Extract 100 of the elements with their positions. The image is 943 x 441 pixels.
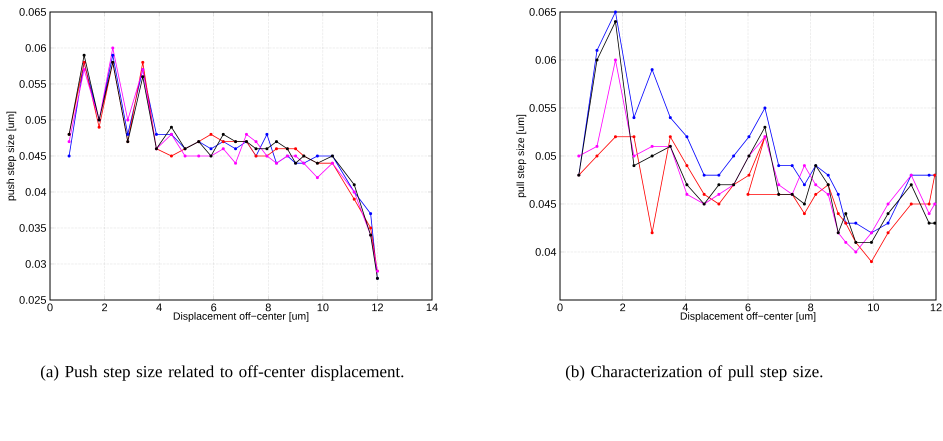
point bbox=[614, 135, 617, 138]
point bbox=[777, 183, 780, 186]
point bbox=[928, 174, 931, 177]
point bbox=[254, 147, 258, 150]
x-tick-label: 6 bbox=[746, 304, 751, 312]
point bbox=[685, 192, 688, 196]
x-tick-label: 4 bbox=[156, 304, 162, 312]
point bbox=[814, 192, 818, 196]
point bbox=[126, 132, 130, 136]
point bbox=[111, 46, 114, 50]
point bbox=[111, 54, 114, 57]
point bbox=[184, 154, 187, 158]
point bbox=[910, 183, 913, 186]
point bbox=[650, 231, 654, 234]
point bbox=[650, 68, 654, 72]
x-tick-label: 6 bbox=[211, 304, 216, 312]
point bbox=[316, 176, 319, 180]
x-tick-label: 12 bbox=[372, 304, 383, 312]
point bbox=[886, 202, 890, 206]
point bbox=[746, 192, 750, 196]
point bbox=[154, 132, 158, 136]
y-tick-label: 0.05 bbox=[26, 116, 46, 124]
point bbox=[886, 212, 890, 216]
point bbox=[747, 135, 750, 138]
point bbox=[685, 135, 688, 138]
point bbox=[844, 212, 848, 216]
point bbox=[614, 10, 617, 14]
point bbox=[632, 154, 636, 158]
point bbox=[254, 140, 258, 144]
y-tick-label: 0.055 bbox=[529, 104, 556, 112]
point bbox=[595, 154, 598, 158]
text: (a) Push step size related to off-center displacement. bbox=[40, 365, 404, 381]
point bbox=[802, 212, 806, 216]
point bbox=[650, 144, 654, 148]
point bbox=[886, 231, 890, 234]
x-tick-label: 0 bbox=[557, 304, 563, 312]
y-tick-label: 0.045 bbox=[19, 152, 46, 160]
point bbox=[222, 132, 225, 136]
y-tick-label: 0.06 bbox=[536, 56, 556, 64]
point bbox=[170, 126, 173, 129]
point bbox=[577, 154, 580, 158]
x-tick-label: 8 bbox=[266, 304, 271, 312]
x-tick-label: 0 bbox=[47, 304, 53, 312]
point bbox=[802, 202, 806, 206]
point bbox=[933, 202, 936, 206]
x-axis-title: Displacement off−center [um] bbox=[680, 312, 816, 322]
point bbox=[650, 154, 654, 158]
point bbox=[717, 202, 720, 206]
y-tick-label: 0.025 bbox=[19, 296, 46, 304]
point bbox=[685, 164, 688, 168]
point bbox=[294, 147, 298, 150]
point bbox=[209, 132, 212, 136]
point bbox=[717, 183, 720, 186]
y-axis-title: pull step size [um] bbox=[516, 114, 526, 198]
point bbox=[98, 126, 101, 129]
point bbox=[826, 192, 830, 196]
point bbox=[82, 68, 86, 72]
point bbox=[826, 174, 830, 177]
point bbox=[222, 147, 225, 150]
point bbox=[790, 164, 794, 168]
point bbox=[68, 154, 71, 158]
point bbox=[126, 118, 130, 122]
point bbox=[717, 192, 720, 196]
point bbox=[870, 240, 873, 244]
x-tick-label: 2 bbox=[620, 304, 626, 312]
point bbox=[369, 212, 372, 216]
point bbox=[68, 140, 71, 144]
point bbox=[717, 174, 720, 177]
point bbox=[702, 174, 706, 177]
point bbox=[910, 202, 913, 206]
point bbox=[836, 212, 840, 216]
text: (b) Characterization of pull step size. bbox=[566, 365, 822, 381]
point bbox=[352, 198, 356, 201]
point bbox=[844, 240, 848, 244]
point bbox=[814, 183, 818, 186]
y-tick-label: 0.035 bbox=[19, 224, 46, 232]
point bbox=[702, 192, 706, 196]
point bbox=[732, 154, 736, 158]
y-tick-label: 0.05 bbox=[536, 152, 556, 160]
point bbox=[197, 154, 200, 158]
point bbox=[352, 183, 356, 186]
point bbox=[595, 58, 598, 62]
point bbox=[234, 162, 238, 165]
y-tick-label: 0.065 bbox=[19, 8, 46, 16]
y-tick-label: 0.06 bbox=[26, 44, 46, 52]
point bbox=[141, 75, 144, 78]
point bbox=[595, 144, 598, 148]
point bbox=[836, 192, 840, 196]
point bbox=[632, 164, 636, 168]
point bbox=[928, 202, 931, 206]
point bbox=[685, 183, 688, 186]
point bbox=[632, 116, 636, 120]
point bbox=[244, 132, 248, 136]
point bbox=[294, 154, 298, 158]
point bbox=[316, 154, 319, 158]
point bbox=[747, 174, 750, 177]
point bbox=[234, 147, 238, 150]
x-tick-label: 10 bbox=[868, 304, 879, 312]
y-tick-label: 0.03 bbox=[26, 260, 46, 268]
y-axis-title: push step size [um] bbox=[6, 112, 16, 200]
